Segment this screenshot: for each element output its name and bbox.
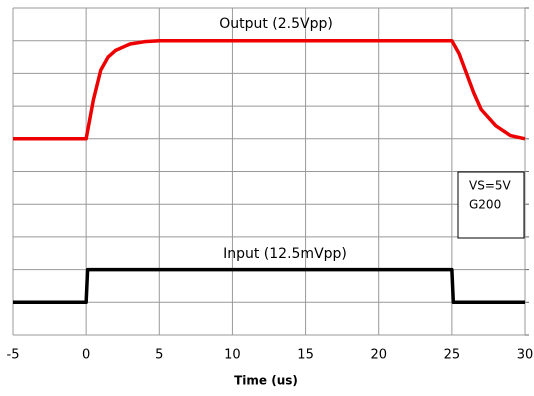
line xyxy=(13,38,526,141)
line xyxy=(13,267,525,305)
x-tick-label: 25 xyxy=(444,348,461,363)
x-tick-label: -5 xyxy=(7,348,20,363)
note-text: VS=5V xyxy=(469,179,512,193)
x-tick-label: 15 xyxy=(297,348,314,363)
annotation: Output (2.5Vpp) xyxy=(219,16,333,32)
note-box xyxy=(457,171,525,239)
x-tick-label: 0 xyxy=(82,348,90,363)
note-text: G200 xyxy=(469,198,501,212)
x-tick-label: 10 xyxy=(224,348,241,363)
annotation: Input (12.5mVpp) xyxy=(223,246,347,262)
x-tick-label: 20 xyxy=(370,348,387,363)
x-tick-label: 30 xyxy=(517,348,534,363)
x-tick-label: 5 xyxy=(155,348,163,363)
x-axis-label: Time (us) xyxy=(234,374,298,388)
